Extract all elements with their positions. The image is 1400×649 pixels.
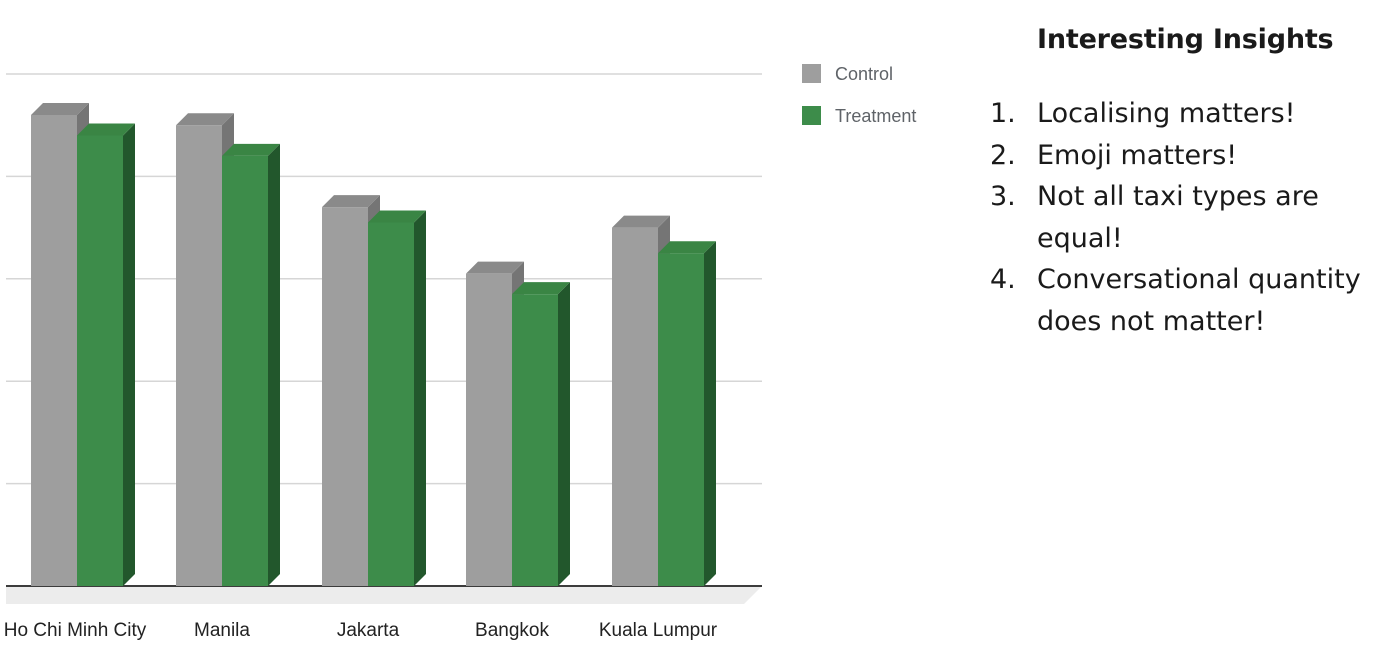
bar-front [222, 155, 268, 587]
bar-top [176, 113, 234, 126]
bar-side [268, 143, 280, 587]
insights-title: Interesting Insights [1037, 24, 1334, 55]
insight-item: 4. Conversational quantity does not matt… [990, 259, 1398, 342]
bar-treatment [658, 241, 716, 586]
bar-top [31, 102, 89, 115]
bar-side [123, 123, 135, 586]
legend-label: Treatment [835, 106, 916, 126]
bars [31, 102, 716, 587]
bar-front [77, 135, 123, 586]
bar-front [368, 222, 414, 587]
bar-top [466, 261, 524, 274]
legend-swatch [802, 106, 821, 125]
bar-front [31, 114, 77, 587]
bar-front [466, 273, 512, 586]
bar-front [176, 125, 222, 586]
chart-floor [6, 586, 762, 604]
bar-side [704, 241, 716, 586]
bar-treatment [368, 210, 426, 587]
insight-item: 3. Not all taxi types are equal! [990, 176, 1398, 259]
insight-number: 3. [990, 181, 1016, 212]
insight-number: 2. [990, 139, 1016, 171]
legend: Control Treatment [802, 64, 916, 126]
insight-item: 1. Localising matters! [990, 93, 1398, 135]
x-tick-label: Manila [194, 620, 250, 641]
bar-treatment [512, 282, 570, 586]
bar-front [322, 207, 368, 586]
insights-panel: Interesting Insights 1. Localising matte… [990, 24, 1398, 342]
bar-side [414, 210, 426, 587]
bar-front [512, 294, 558, 586]
x-tick-label: Kuala Lumpur [599, 620, 718, 641]
bar-front [612, 227, 658, 586]
bar-front [658, 253, 704, 586]
bar-treatment [77, 123, 135, 586]
insight-text: Emoji matters! [1037, 139, 1238, 171]
x-tick-label: Ho Chi Minh City [4, 620, 147, 641]
x-tick-label: Bangkok [475, 620, 549, 641]
insights-list: 1. Localising matters! 2. Emoji matters!… [990, 93, 1398, 342]
bar-treatment [222, 143, 280, 587]
bar-top [658, 241, 716, 254]
x-tick-label: Jakarta [337, 620, 400, 641]
bar-top [612, 215, 670, 228]
legend-label: Control [835, 64, 893, 84]
bar-top [222, 143, 280, 156]
bar-top [368, 210, 426, 223]
insight-item: 2. Emoji matters! [990, 135, 1398, 177]
insight-text: Not all taxi types are equal! [1037, 181, 1319, 254]
legend-swatch [802, 64, 821, 83]
insight-number: 4. [990, 264, 1016, 295]
bar-side [558, 282, 570, 586]
insight-text: Conversational quantity does not matter! [1037, 264, 1361, 337]
insight-text: Localising matters! [1037, 98, 1296, 129]
insight-number: 1. [990, 98, 1016, 129]
bar-chart: Ho Chi Minh City Manila Jakarta Bangkok Kual… [4, 64, 916, 641]
bar-top [322, 195, 380, 208]
bar-top [512, 282, 570, 295]
bar-top [77, 123, 135, 136]
